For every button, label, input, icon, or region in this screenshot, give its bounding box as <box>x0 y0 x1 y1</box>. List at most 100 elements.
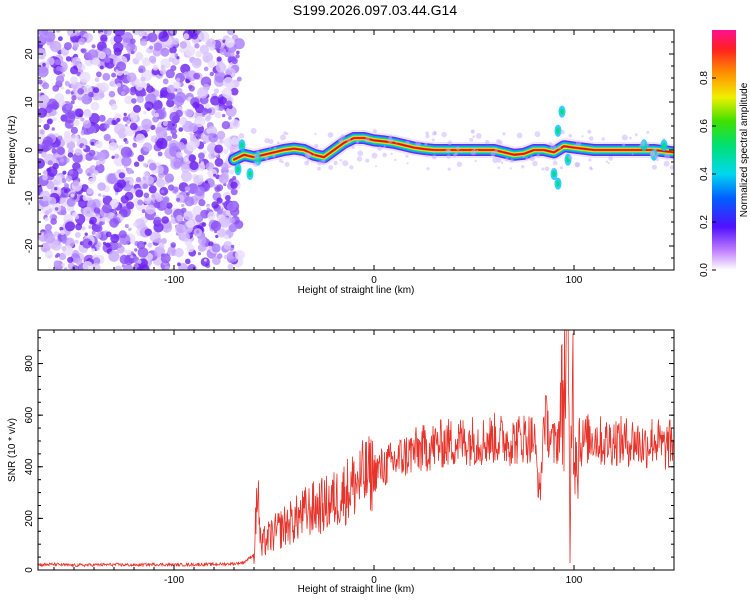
noise-blob <box>148 185 157 194</box>
ridge-speckle <box>505 157 509 161</box>
noise-blob <box>94 224 103 233</box>
noise-blob <box>107 173 118 185</box>
noise-blob <box>204 108 208 112</box>
noise-blob <box>95 160 101 166</box>
noise-blob <box>135 82 144 91</box>
noise-blob <box>194 186 205 197</box>
noise-blob <box>61 263 66 267</box>
noise-blob <box>56 65 62 72</box>
noise-blob <box>46 98 58 110</box>
noise-blob <box>89 113 100 124</box>
noise-blob <box>109 218 119 228</box>
noise-blob <box>148 162 157 171</box>
noise-blob <box>208 133 218 143</box>
y-tick-label: 600 <box>24 406 35 423</box>
noise-blob <box>134 248 138 252</box>
noise-blob <box>56 75 65 84</box>
ridge-speckle <box>328 165 333 170</box>
ridge-speckle <box>431 154 437 160</box>
noise-blob <box>206 114 212 120</box>
noise-blob <box>103 30 108 35</box>
noise-blob <box>129 38 136 45</box>
ridge-speckle <box>557 146 561 150</box>
noise-blob <box>121 156 132 167</box>
noise-blob <box>70 66 79 75</box>
noise-blob <box>92 57 101 66</box>
noise-blob <box>61 235 68 242</box>
x-tick-label: 100 <box>566 275 583 286</box>
noise-blob <box>216 253 223 259</box>
noise-blob <box>191 32 198 40</box>
noise-blob <box>215 62 227 73</box>
noise-blob <box>184 186 191 192</box>
noise-blob <box>143 196 152 205</box>
y-tick-label: 800 <box>24 355 35 372</box>
noise-blob <box>166 93 174 101</box>
noise-blob <box>137 154 145 162</box>
noise-blob <box>159 93 164 99</box>
noise-blob <box>115 192 119 196</box>
ridge-speckle <box>351 145 355 149</box>
noise-blob <box>113 47 122 56</box>
noise-blob <box>101 221 105 225</box>
noise-blob <box>44 232 55 244</box>
noise-blob <box>164 173 174 183</box>
ridge-speckle <box>470 129 475 134</box>
noise-blob <box>228 223 238 233</box>
noise-blob <box>113 30 125 37</box>
y-tick-label: 0 <box>24 567 35 573</box>
noise-blob <box>73 119 80 126</box>
noise-blob <box>204 55 211 62</box>
noise-blob <box>130 187 136 194</box>
noise-blob <box>62 170 67 175</box>
noise-blob <box>46 118 53 125</box>
noise-blob <box>113 182 124 193</box>
noise-blob <box>170 214 174 218</box>
noise-blob <box>174 247 184 258</box>
ridge-sideband-core <box>556 127 560 134</box>
ridge-speckle <box>473 147 476 151</box>
noise-blob <box>235 250 245 260</box>
noise-blob <box>46 180 55 190</box>
ridge-speckle <box>314 132 317 136</box>
noise-blob <box>231 136 241 146</box>
noise-blob <box>150 124 156 131</box>
noise-blob <box>181 203 185 208</box>
noise-blob <box>209 46 214 52</box>
noise-blob <box>130 114 138 122</box>
ridge-speckle <box>541 167 545 171</box>
noise-blob <box>93 170 99 176</box>
noise-blob <box>183 71 190 78</box>
noise-blob <box>171 133 178 139</box>
ridge-speckle <box>338 137 344 143</box>
ridge-speckle <box>496 158 502 163</box>
noise-blob <box>159 68 167 75</box>
noise-blob <box>166 135 173 142</box>
noise-blob <box>154 100 160 106</box>
noise-blob <box>82 120 92 129</box>
noise-blob <box>121 264 126 268</box>
noise-blob <box>203 66 209 72</box>
noise-blob <box>105 242 111 248</box>
ridge-speckle <box>550 144 557 151</box>
noise-blob <box>210 220 222 232</box>
noise-blob <box>184 196 195 207</box>
noise-blob <box>197 163 206 171</box>
noise-blob <box>116 242 122 249</box>
noise-blob <box>70 91 74 95</box>
noise-blob <box>39 129 45 135</box>
ridge-speckle <box>382 152 387 158</box>
ridge-speckle <box>279 158 283 163</box>
noise-blob <box>189 160 199 171</box>
noise-blob <box>114 153 120 159</box>
y-tick-label: -20 <box>24 238 35 253</box>
ridge-speckle <box>377 146 383 152</box>
noise-blob <box>63 188 68 193</box>
noise-blob <box>81 238 93 249</box>
noise-blob <box>54 207 59 211</box>
noise-blob <box>207 168 217 179</box>
ridge-speckle <box>536 153 540 158</box>
noise-blob <box>71 265 80 270</box>
noise-blob <box>81 226 86 231</box>
